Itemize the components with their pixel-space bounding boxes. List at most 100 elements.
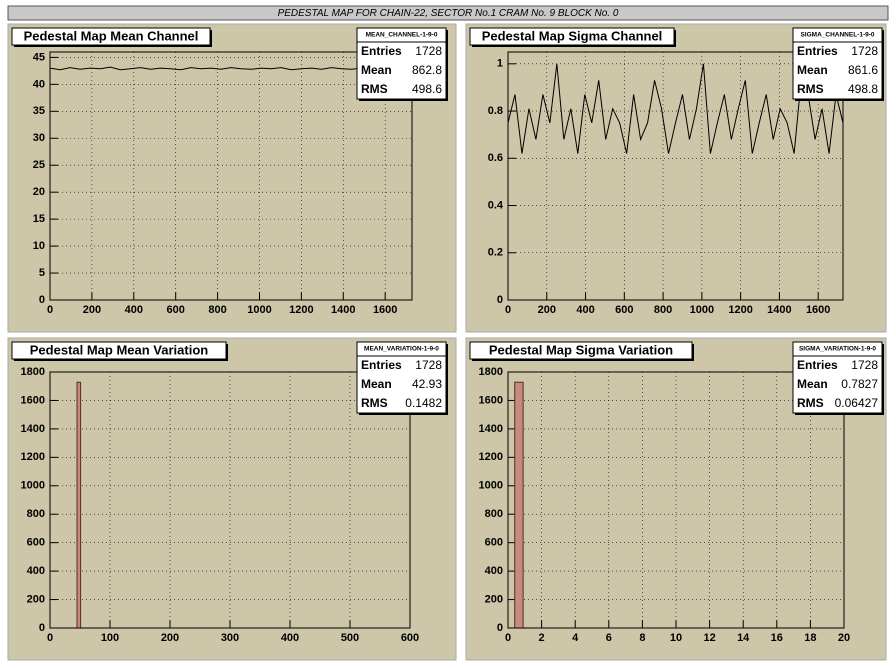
x-tick-label: 600 bbox=[401, 632, 419, 644]
y-tick-label: 0.4 bbox=[488, 199, 504, 211]
stats-box bbox=[356, 27, 447, 100]
y-tick-label: 1200 bbox=[479, 451, 503, 463]
x-tick-label: 1200 bbox=[728, 304, 752, 316]
stats-value: 862.8 bbox=[412, 63, 442, 77]
y-tick-label: 0.2 bbox=[488, 247, 503, 259]
x-tick-label: 400 bbox=[125, 304, 143, 316]
x-tick-label: 14 bbox=[737, 632, 750, 644]
x-tick-label: 6 bbox=[606, 632, 612, 644]
x-tick-label: 1600 bbox=[373, 304, 397, 316]
stats-label: Entries bbox=[361, 358, 402, 372]
y-tick-label: 800 bbox=[27, 508, 45, 520]
y-tick-label: 1 bbox=[497, 58, 503, 70]
y-tick-label: 0 bbox=[39, 622, 45, 634]
chart-title: Pedestal Map Mean Variation bbox=[30, 342, 209, 357]
x-tick-label: 10 bbox=[670, 632, 682, 644]
y-tick-label: 800 bbox=[485, 508, 503, 520]
y-tick-label: 0 bbox=[497, 294, 503, 306]
x-tick-label: 8 bbox=[639, 632, 645, 644]
stats-label: RMS bbox=[797, 396, 824, 410]
x-tick-label: 4 bbox=[572, 632, 579, 644]
y-tick-label: 400 bbox=[27, 565, 45, 577]
chart-title: Pedestal Map Sigma Channel bbox=[482, 28, 663, 43]
stats-label: Entries bbox=[797, 358, 838, 372]
stats-value: 861.6 bbox=[848, 63, 878, 77]
y-tick-label: 200 bbox=[27, 593, 45, 605]
x-tick-label: 500 bbox=[341, 632, 359, 644]
stats-box bbox=[792, 27, 883, 100]
y-tick-label: 1200 bbox=[21, 451, 45, 463]
x-tick-label: 16 bbox=[771, 632, 783, 644]
y-tick-label: 0.6 bbox=[488, 152, 503, 164]
stats-value: 1728 bbox=[851, 358, 878, 372]
x-tick-label: 800 bbox=[654, 304, 672, 316]
x-tick-label: 1400 bbox=[767, 304, 791, 316]
plot-frame bbox=[507, 371, 845, 629]
stats-label: Mean bbox=[361, 377, 392, 391]
x-tick-label: 400 bbox=[576, 304, 594, 316]
stats-label: RMS bbox=[361, 396, 388, 410]
y-tick-label: 1400 bbox=[21, 423, 45, 435]
stats-value: 0.7827 bbox=[841, 377, 878, 391]
x-tick-label: 1000 bbox=[247, 304, 271, 316]
stats-name: MEAN_CHANNEL-1-9-0 bbox=[366, 32, 438, 39]
title-box bbox=[469, 341, 693, 360]
y-tick-label: 1000 bbox=[479, 480, 503, 492]
stats-value: 498.8 bbox=[848, 82, 878, 96]
plot-frame bbox=[49, 51, 413, 301]
stats-value: 1728 bbox=[415, 44, 442, 58]
page-title: PEDESTAL MAP FOR CHAIN-22, SECTOR No.1 C… bbox=[278, 8, 619, 19]
y-tick-label: 200 bbox=[485, 593, 503, 605]
y-tick-label: 1400 bbox=[479, 423, 503, 435]
histogram-bar bbox=[76, 381, 82, 629]
y-tick-label: 10 bbox=[33, 240, 45, 252]
x-tick-label: 0 bbox=[47, 304, 53, 316]
x-tick-label: 600 bbox=[167, 304, 185, 316]
y-tick-label: 1800 bbox=[479, 366, 503, 378]
stats-label: Mean bbox=[361, 63, 392, 77]
title-box bbox=[11, 341, 227, 360]
header-bar bbox=[7, 5, 889, 21]
y-tick-label: 45 bbox=[33, 51, 45, 63]
x-tick-label: 1400 bbox=[331, 304, 355, 316]
stats-label: RMS bbox=[361, 82, 388, 96]
y-tick-label: 40 bbox=[33, 78, 45, 90]
x-tick-label: 0 bbox=[505, 304, 511, 316]
y-tick-label: 1600 bbox=[21, 394, 45, 406]
stats-value: 0.06427 bbox=[835, 396, 879, 410]
x-tick-label: 1200 bbox=[289, 304, 313, 316]
stats-value: 1728 bbox=[415, 358, 442, 372]
plot-frame bbox=[49, 371, 411, 629]
stats-name: SIGMA_CHANNEL-1-9-0 bbox=[800, 32, 874, 39]
stats-label: Mean bbox=[797, 63, 828, 77]
y-tick-label: 5 bbox=[39, 267, 45, 279]
y-tick-label: 15 bbox=[33, 213, 45, 225]
x-tick-label: 200 bbox=[83, 304, 101, 316]
y-tick-label: 0.8 bbox=[488, 105, 503, 117]
stats-label: Mean bbox=[797, 377, 828, 391]
y-tick-label: 0 bbox=[39, 294, 45, 306]
x-tick-label: 200 bbox=[161, 632, 179, 644]
stats-label: Entries bbox=[361, 44, 402, 58]
x-tick-label: 1600 bbox=[806, 304, 830, 316]
stats-label: RMS bbox=[797, 82, 824, 96]
plot-frame bbox=[507, 51, 844, 301]
stats-label: Entries bbox=[797, 44, 838, 58]
y-tick-label: 600 bbox=[485, 537, 503, 549]
stats-name: SIGMA_VARIATION-1-9-0 bbox=[799, 346, 876, 353]
y-tick-label: 0 bbox=[497, 622, 503, 634]
x-tick-label: 300 bbox=[221, 632, 239, 644]
x-tick-label: 100 bbox=[101, 632, 119, 644]
y-tick-label: 400 bbox=[485, 565, 503, 577]
x-tick-label: 20 bbox=[838, 632, 850, 644]
x-tick-label: 400 bbox=[281, 632, 299, 644]
data-line bbox=[507, 63, 844, 154]
x-tick-label: 600 bbox=[615, 304, 633, 316]
stats-value: 498.6 bbox=[412, 82, 442, 96]
y-tick-label: 35 bbox=[33, 105, 45, 117]
y-tick-label: 1000 bbox=[21, 480, 45, 492]
y-tick-label: 1600 bbox=[479, 394, 503, 406]
x-tick-label: 200 bbox=[538, 304, 556, 316]
stats-box bbox=[356, 341, 447, 414]
